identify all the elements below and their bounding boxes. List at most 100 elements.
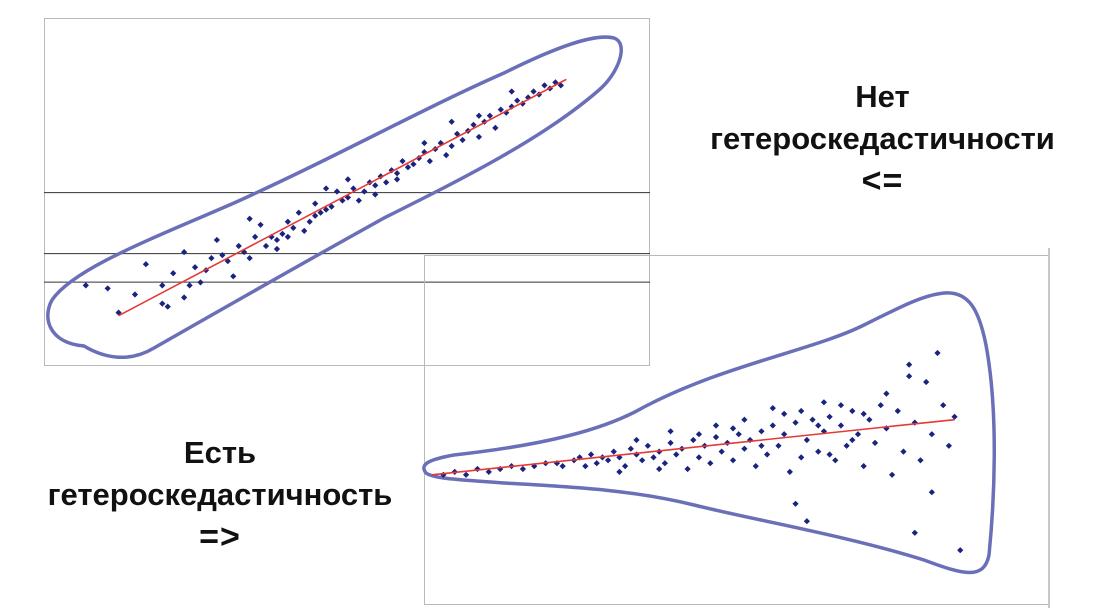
chart-2-point [462,471,470,478]
chart-2-point [667,439,674,447]
chart-1-envelope [46,35,623,360]
chart-2-point [610,448,617,455]
chart-2-point [633,436,640,444]
chart-1-point [448,142,455,150]
chart-2-point [764,451,771,458]
chart-2-point [809,416,816,423]
chart-2-point [718,448,725,455]
chart-2-point [758,442,765,449]
chart-1-point [208,255,215,262]
chart-2-point [815,422,822,429]
chart-1-point [290,224,297,231]
chart-2-point [781,431,788,438]
chart-2-point [741,445,748,452]
chart-2-point [604,457,612,464]
chart-1-point [82,282,89,289]
chart-2-point [849,407,856,415]
chart-2-point [667,428,674,435]
chart-2-point [854,431,862,438]
chart-1-point [295,209,302,216]
scatter-chart-no-heteroscedasticity [44,18,650,366]
chart-1-point [322,185,330,192]
chart-2-point [786,468,793,476]
chart-1-point [262,242,270,250]
chart-2-point [792,500,799,507]
chart-2-point [832,457,839,464]
chart-2-point [798,454,805,461]
chart-1-point [355,197,362,204]
chart-1-point [246,215,253,222]
chart-2-envelope [422,291,997,575]
chart-1-point [312,200,319,207]
caption-heteroscedasticity: Есть гетероскедастичность => [20,432,420,558]
chart-2-point [860,462,867,470]
chart-1-point [372,182,379,189]
chart-1-point [306,218,313,225]
chart-2-point [803,518,810,525]
chart-2-point [775,442,782,449]
chart-2-point [673,451,680,458]
divider-line [1048,248,1050,608]
chart-2-point [860,410,867,418]
chart-1-point [219,251,226,259]
chart-2-point [900,448,907,455]
chart-1-point [279,230,286,238]
chart-1-point [530,88,537,95]
chart-1-point [191,264,199,271]
chart-1-point [159,300,166,307]
chart-2-frame [424,255,1050,605]
chart-2-point [957,547,964,554]
chart-1-point [197,279,204,286]
chart-2-point [928,489,935,496]
chart-1-point [164,303,171,310]
chart-2-point [923,378,930,386]
chart-2-point [945,442,952,449]
caption-top-line1: Нет [855,79,910,114]
chart-2-point [888,471,896,478]
chart-1-point [448,118,455,125]
chart-2-point [644,442,651,449]
chart-2-point [837,422,845,429]
chart-1-point [181,294,188,301]
chart-2-canvas [422,255,1050,605]
chart-2-point [587,451,595,458]
chart-1-point [131,291,139,298]
caption-top-line2: гетероскедастичности [710,121,1055,156]
chart-1-point [383,179,390,186]
chart-2-point [712,433,720,441]
chart-1-point [230,273,237,280]
chart-2-point [741,416,748,423]
chart-1-point [213,236,220,244]
chart-2-point [917,457,924,464]
chart-2-point [684,465,691,473]
chart-2-point [519,465,526,473]
chart-2-point [582,462,589,470]
chart-2-point [656,465,663,473]
chart-2-point [837,402,845,409]
chart-2-point [712,422,720,429]
chart-1-point [361,188,368,195]
chart-2-point [758,428,765,435]
chart-2-point [906,373,913,380]
chart-1-point [404,164,412,171]
chart-1-point [104,285,111,292]
chart-1-point [508,88,515,95]
chart-1-point [497,106,504,113]
chart-2-point [781,410,788,418]
chart-1-point [541,82,548,89]
chart-1-point [235,242,242,250]
chart-1-point [426,158,433,165]
chart-2-point [820,399,828,406]
chart-1-canvas [44,18,650,366]
chart-2-point [951,413,958,420]
chart-1-point [186,282,193,289]
chart-1-point [459,136,466,144]
chart-1-point [333,188,341,195]
chart-2-point [894,407,901,415]
chart-2-point [940,402,947,409]
chart-1-point [312,212,319,219]
chart-1-point [443,151,450,159]
caption-bottom-line1: Есть [183,435,257,470]
caption-bottom-arrow: => [199,518,241,556]
chart-1-trend-line [118,78,567,317]
